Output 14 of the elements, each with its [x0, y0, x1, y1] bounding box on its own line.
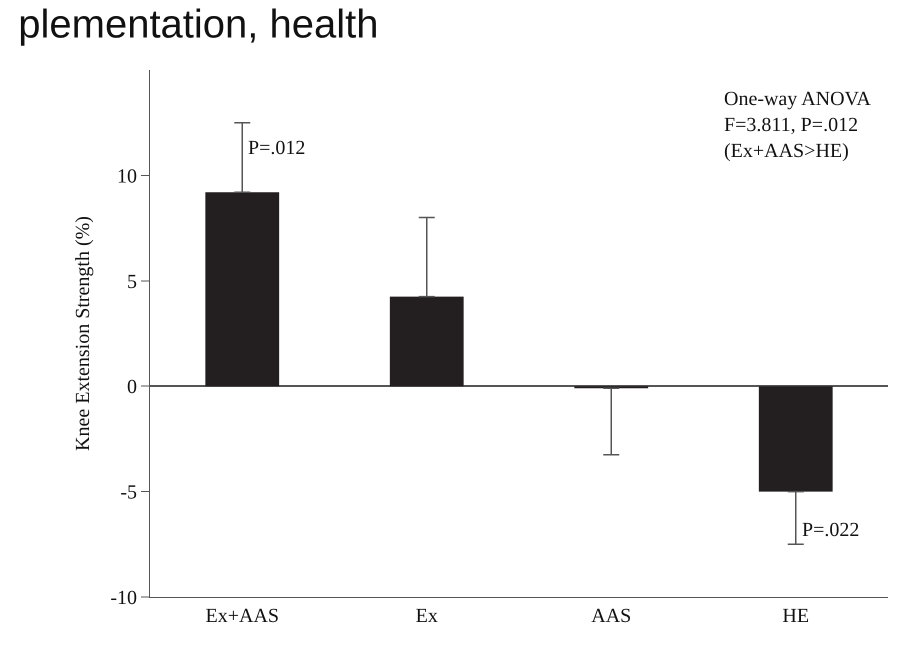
y-tick-label: 5: [127, 270, 137, 293]
x-tick-label: AAS: [591, 605, 632, 627]
annotation: P=.022: [802, 519, 860, 541]
y-tick-label: -5: [120, 482, 137, 504]
y-tick-label: 10: [117, 165, 137, 188]
y-tick-label: -10: [110, 587, 137, 609]
x-tick-label: Ex+AAS: [205, 605, 280, 627]
y-axis-title: Knee Extension Strength (%): [72, 216, 94, 451]
x-tick-label: Ex: [416, 605, 438, 627]
annotation: One-way ANOVA F=3.811, P=.012 (Ex+AAS>HE): [724, 88, 872, 162]
annotation: P=.012: [248, 137, 306, 159]
y-tick-label: 0: [127, 376, 137, 398]
x-tick-label: HE: [782, 605, 810, 627]
chart-title: plementation, health: [18, 2, 379, 47]
